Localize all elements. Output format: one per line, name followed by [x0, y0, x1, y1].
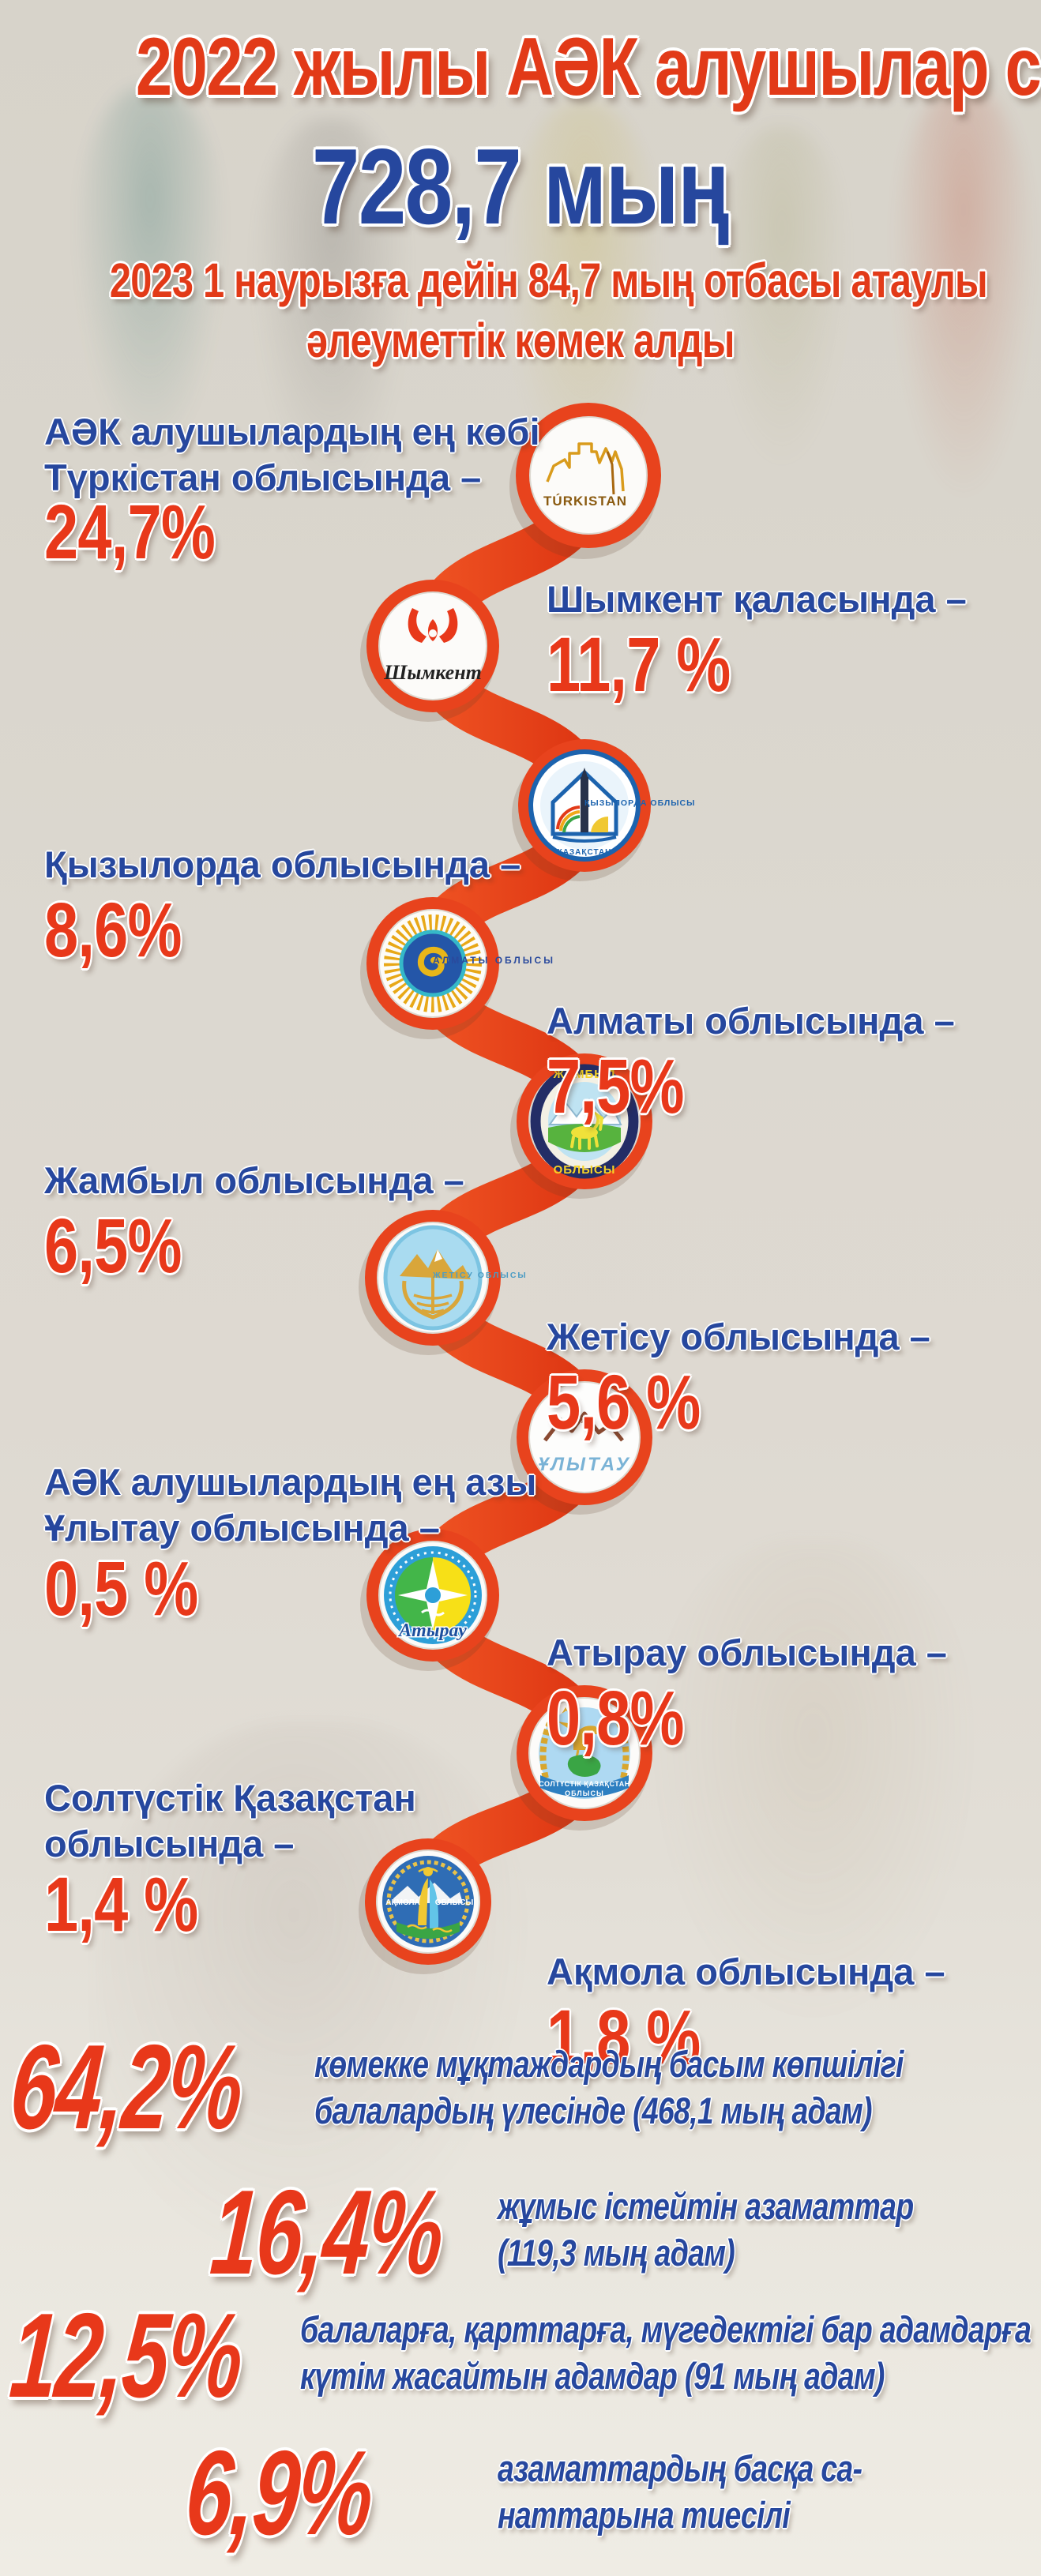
- page-title-line2: 728,7 мың: [312, 126, 730, 246]
- stat-value-caregivers: 12,5%: [6, 2289, 246, 2423]
- region-value-kyzylorda: 8,6%: [44, 887, 182, 973]
- stat-value-other: 6,9%: [181, 2426, 377, 2560]
- emblem-zhetisu-label: ЖЕТІСУ ОБЛЫСЫ: [432, 1271, 528, 1280]
- background-silhouette-red: [893, 87, 1035, 498]
- region-label-akmola: Ақмола облысында –: [547, 1951, 945, 1992]
- emblem-akmola: АҚМОЛА ОБЛЫСЫ: [359, 1838, 491, 1974]
- region-label-turkistan: АӘК алушылардың ең көбі Түркістан облысын…: [44, 411, 540, 498]
- emblem-akmola-label2: ОБЛЫСЫ: [435, 1898, 474, 1907]
- emblem-turkistan: TÚRKISTAN: [509, 403, 661, 559]
- region-label-ulytau: АӘК алушылардың ең азы Ұлытау облысында –: [44, 1461, 537, 1549]
- emblem-kyzylorda-label2: ҚАЗАҚСТАН: [558, 848, 612, 857]
- background-silhouette-teal: [75, 87, 225, 458]
- emblem-sko-label2: ОБЛЫСЫ: [565, 1789, 604, 1797]
- emblem-shymkent: Шымкент: [360, 580, 499, 722]
- stat-text-working: жұмыс істейтін азаматтар (119,3 мың адам…: [498, 2185, 914, 2274]
- stat-text-children: көмекке мұқтаждардың басым көпшілігі бал…: [314, 2043, 904, 2131]
- background-photo-blob-1: [95, 1722, 537, 2274]
- region-value-ulytau: 0,5 %: [44, 1545, 198, 1632]
- emblem-kyzylorda-label: ҚЫЗЫЛОРДА ОБЛЫСЫ: [584, 798, 695, 808]
- page-subtitle-line2: әлеуметтік көмек алды: [306, 314, 735, 367]
- page-subtitle-line1: 2023 1 наурызға дейін 84,7 мың отбасы ат…: [109, 253, 988, 307]
- emblem-almaty: АЛМАТЫ ОБЛЫСЫ: [360, 897, 555, 1039]
- emblem-almaty-label: АЛМАТЫ ОБЛЫСЫ: [433, 955, 555, 966]
- emblem-ulytau: ҰЛЫТАУ: [510, 1369, 652, 1515]
- region-label-almaty: Алматы облысында –: [547, 1000, 955, 1042]
- region-value-atyrau: 0,8%: [547, 1675, 684, 1761]
- region-value-sko: 1,4 %: [44, 1861, 198, 1947]
- emblem-zhambyl-label2: ОБЛЫСЫ: [554, 1163, 616, 1177]
- stat-value-children: 64,2%: [6, 2020, 246, 2154]
- emblem-zhambyl-label: ЖАМБЫЛ: [553, 1068, 616, 1081]
- background-photo-blob-2: [648, 1540, 979, 2030]
- stat-text-other: азаматтардың басқа са- наттарына тиесілі: [498, 2447, 862, 2536]
- emblem-sko-label: СОЛТҮСТІК ҚАЗАҚСТАН: [539, 1780, 629, 1788]
- emblem-shymkent-label: Шымкент: [383, 661, 482, 684]
- region-label-sko: Солтүстік Қазақстан облысында –: [44, 1777, 416, 1864]
- emblem-kyzylorda: ҚЫЗЫЛОРДА ОБЛЫСЫ ҚАЗАҚСТАН: [512, 739, 695, 881]
- emblem-atyrau-label: Атырау: [397, 1620, 467, 1641]
- region-value-zhambyl: 6,5%: [44, 1203, 182, 1289]
- stat-value-working: 16,4%: [206, 2165, 447, 2300]
- emblem-zhambyl: ЖАМБЫЛ ОБЛЫСЫ: [510, 1053, 652, 1199]
- stat-text-caregivers: балаларға, қарттарға, мүгедектігі бар ад…: [300, 2308, 1032, 2397]
- region-label-zhambyl: Жамбыл облысында –: [44, 1159, 464, 1201]
- ribbon-path: [404, 452, 612, 1925]
- emblem-sko: СОЛТҮСТІК ҚАЗАҚСТАН ОБЛЫСЫ: [510, 1685, 652, 1831]
- background-silhouette-gray: [253, 118, 411, 498]
- region-value-akmola: 1,8 %: [547, 1994, 701, 2080]
- emblem-ulytau-label: ҰЛЫТАУ: [538, 1454, 631, 1475]
- page-title-line1: 2022 жылы АӘК алушылар саны –: [135, 21, 1041, 113]
- region-label-shymkent: Шымкент қаласында –: [547, 578, 967, 620]
- region-label-kyzylorda: Қызылорда облысында –: [44, 843, 521, 885]
- region-value-zhetisu: 5,6 %: [547, 1359, 701, 1445]
- emblem-turkistan-label: TÚRKISTAN: [543, 494, 627, 509]
- region-value-shymkent: 11,7 %: [547, 621, 731, 708]
- emblem-akmola-label: АҚМОЛА: [385, 1898, 419, 1907]
- region-label-atyrau: Атырау облысында –: [547, 1632, 947, 1673]
- emblem-zhetisu: ЖЕТІСУ ОБЛЫСЫ: [359, 1210, 528, 1355]
- background-silhouette-olive: [715, 126, 849, 466]
- region-label-zhetisu: Жетісу облысында –: [547, 1316, 930, 1357]
- region-value-almaty: 7,5%: [547, 1043, 684, 1129]
- region-value-turkistan: 24,7%: [44, 489, 216, 575]
- emblem-atyrau: Атырау: [360, 1529, 499, 1671]
